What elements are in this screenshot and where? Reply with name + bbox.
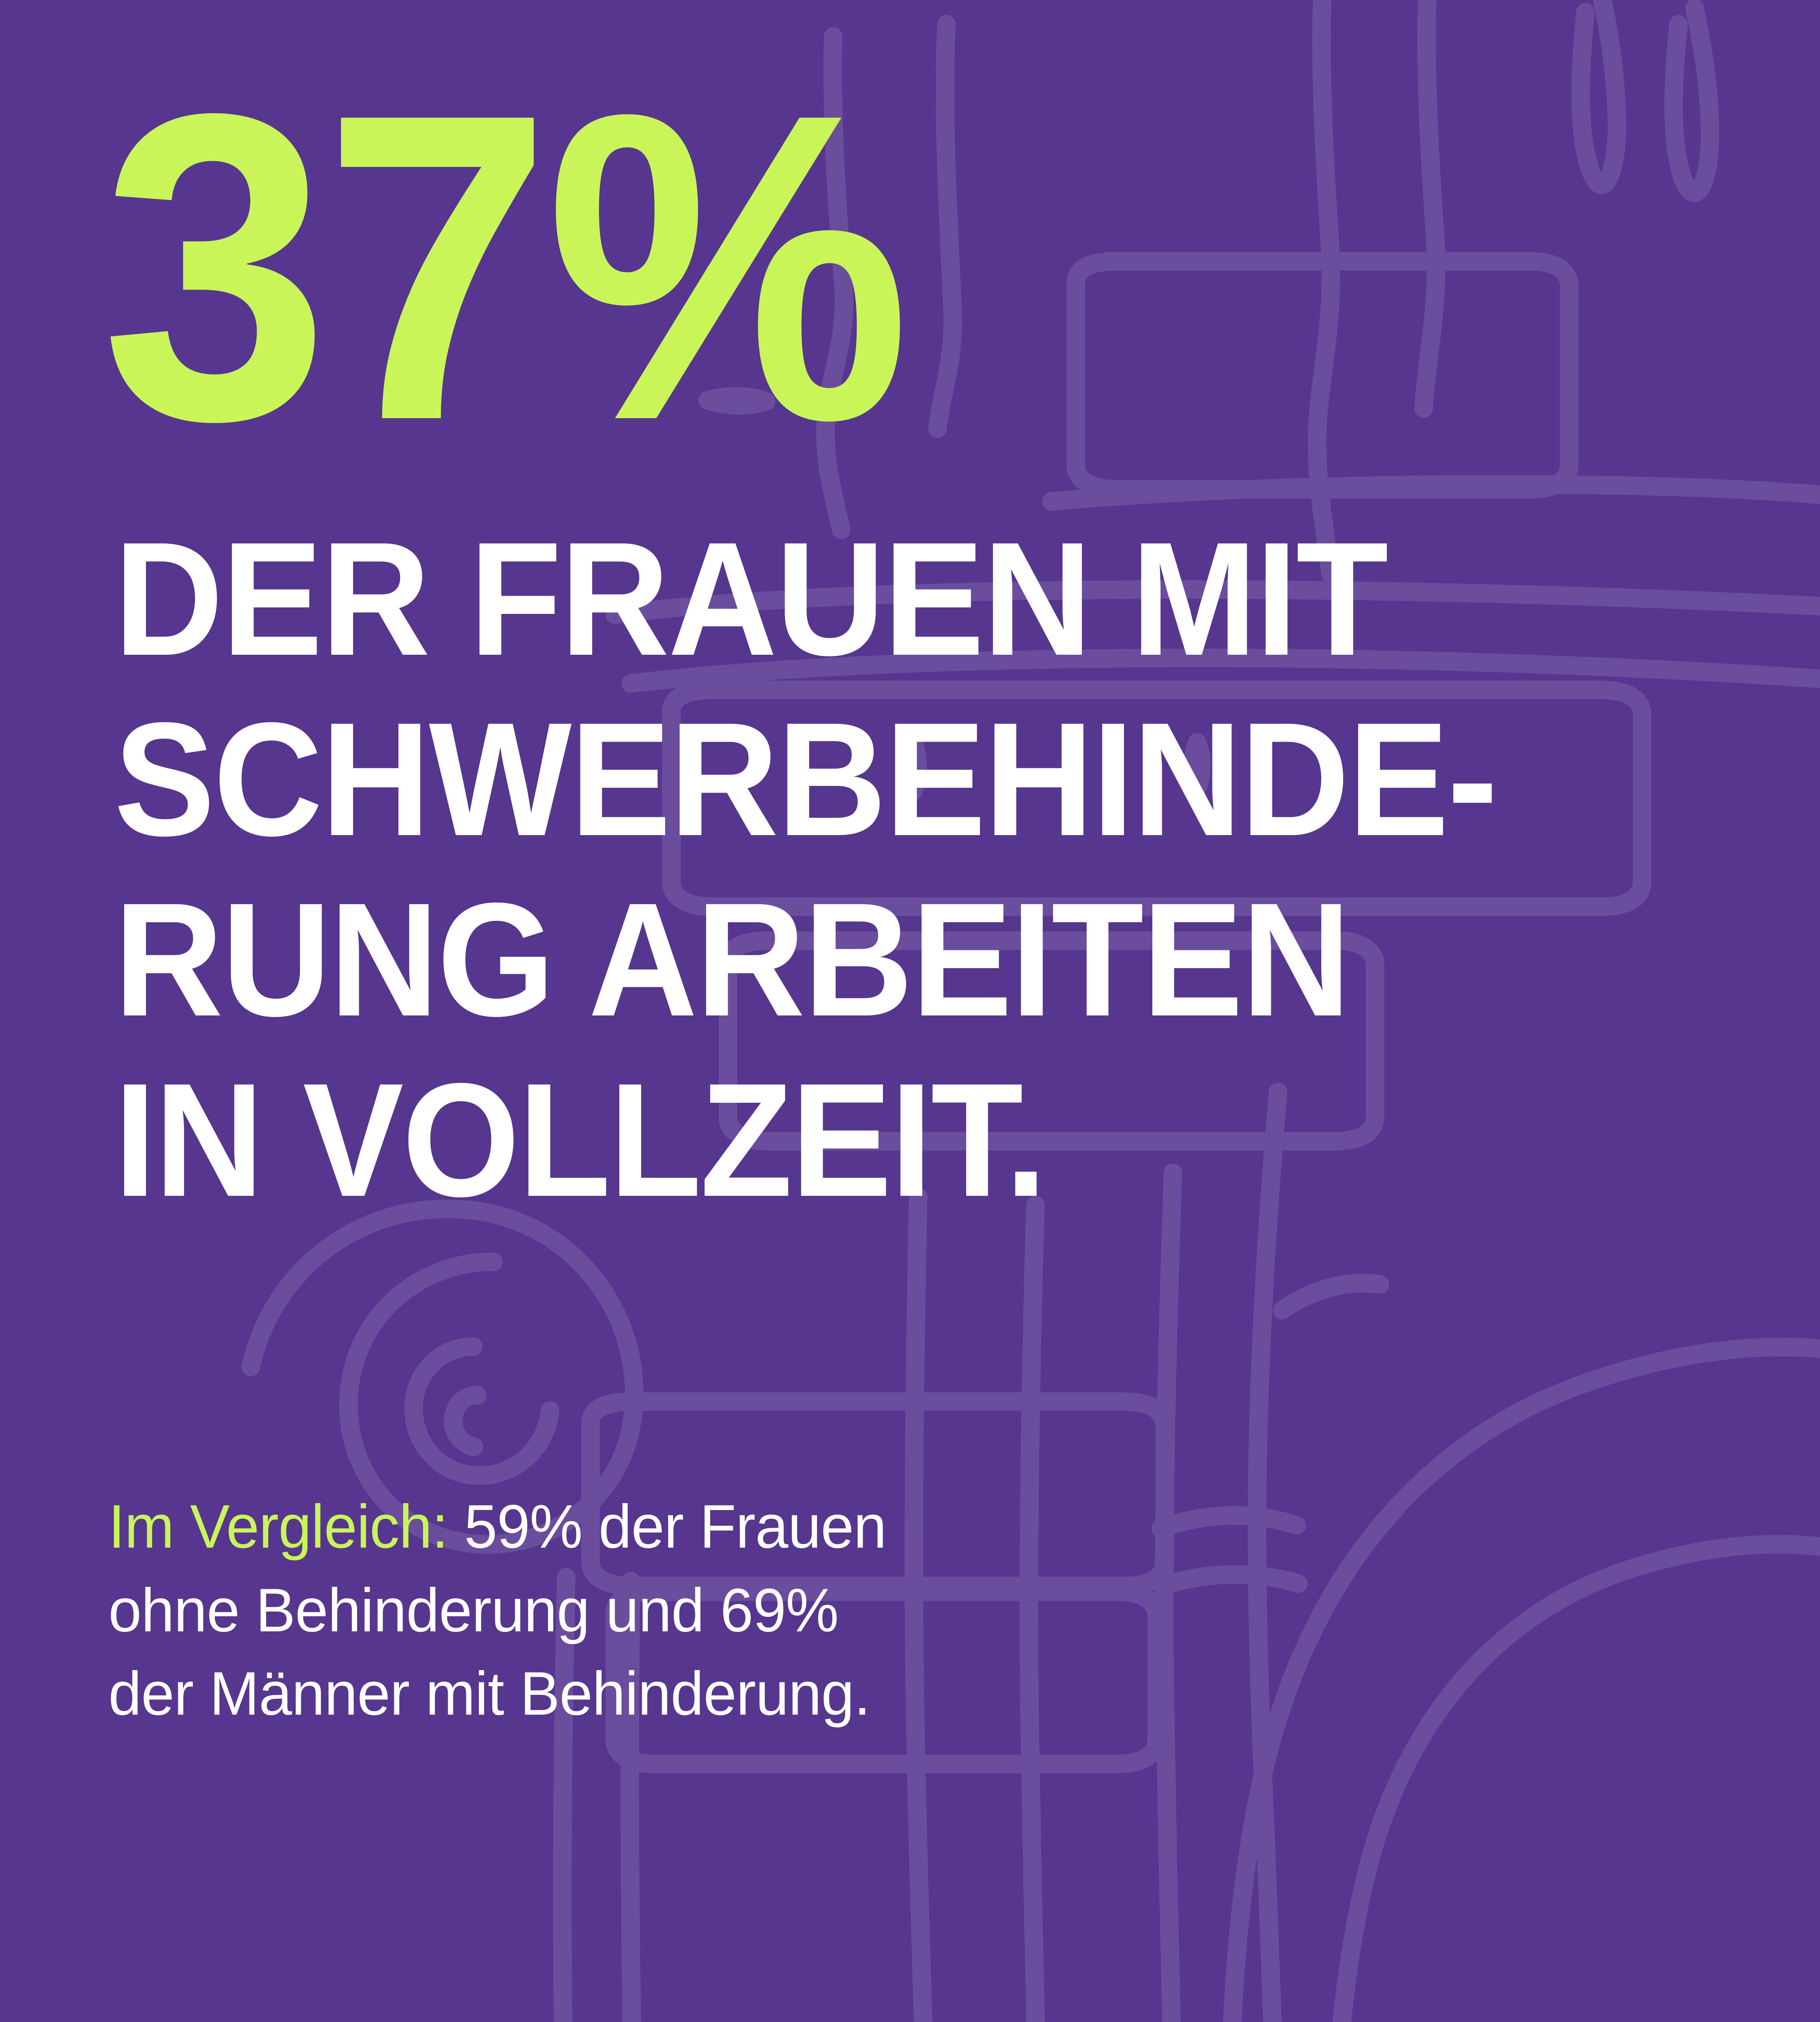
stat-number: 37% xyxy=(101,23,911,511)
comparison-line-1: Im Vergleich: 59% der Frauen xyxy=(108,1485,1168,1569)
comparison-lead-label: Im Vergleich: xyxy=(108,1492,449,1561)
comparison-line-1-rest: 59% der Frauen xyxy=(448,1492,887,1561)
headline-line-3: RUNG ARBEITEN xyxy=(114,869,1351,1050)
headline-line-1: DER FRAUEN MIT xyxy=(114,508,1388,689)
comparison-line-2: ohne Behinderung und 69% xyxy=(108,1576,839,1645)
headline-line-2: SCHWERBEHINDE- xyxy=(114,689,1498,869)
headline-line-4: IN VOLLZEIT. xyxy=(114,1049,1047,1230)
comparison-text: Im Vergleich: 59% der Frauen ohne Behind… xyxy=(108,1485,1168,1736)
page-title: DER FRAUEN MIT SCHWERBEHINDE- RUNG ARBEI… xyxy=(114,509,1589,1230)
comparison-line-3: der Männer mit Behinderung. xyxy=(108,1659,870,1728)
